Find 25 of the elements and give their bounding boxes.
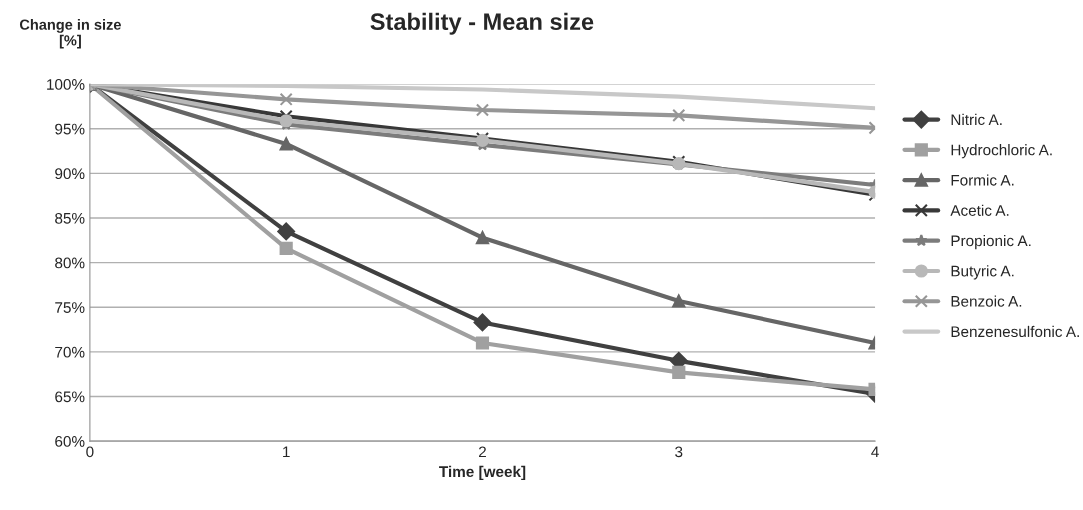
legend-label: Nitric A. (951, 113, 1002, 126)
y-tick-label: 70% (55, 346, 85, 358)
y-tick-label: 80% (55, 257, 85, 269)
x-axis-title: Time [week] (439, 465, 526, 481)
legend-label: Benzoic A. (951, 295, 1022, 307)
y-tick-label: 75% (55, 302, 85, 313)
y-tick-label: 85% (55, 212, 85, 224)
x-tick-label: 1 (283, 446, 290, 458)
chart-title: Stability - Mean size (370, 12, 594, 35)
y-tick-label: 65% (55, 391, 85, 403)
y-tick-label: 100% (47, 79, 85, 90)
x-tick-label: 4 (871, 446, 879, 458)
legend-label: Benzenesulfonic A. (951, 325, 1079, 338)
legend-label: Acetic A. (950, 204, 1009, 216)
y-axis-title: Change in size [%] (19, 19, 121, 49)
y-tick-label: 90% (55, 168, 85, 180)
legend-label: Hydrochloric A. (951, 144, 1052, 159)
legend-label: Formic A. (951, 174, 1014, 186)
x-tick-label: 0 (86, 446, 94, 458)
y-tick-label: 95% (55, 123, 85, 135)
x-tick-label: 2 (479, 446, 486, 458)
legend-label: Propionic A. (951, 234, 1031, 250)
y-tick-label: 60% (55, 436, 85, 447)
x-tick-label: 3 (675, 446, 683, 458)
legend-label: Butyric A. (951, 265, 1014, 280)
